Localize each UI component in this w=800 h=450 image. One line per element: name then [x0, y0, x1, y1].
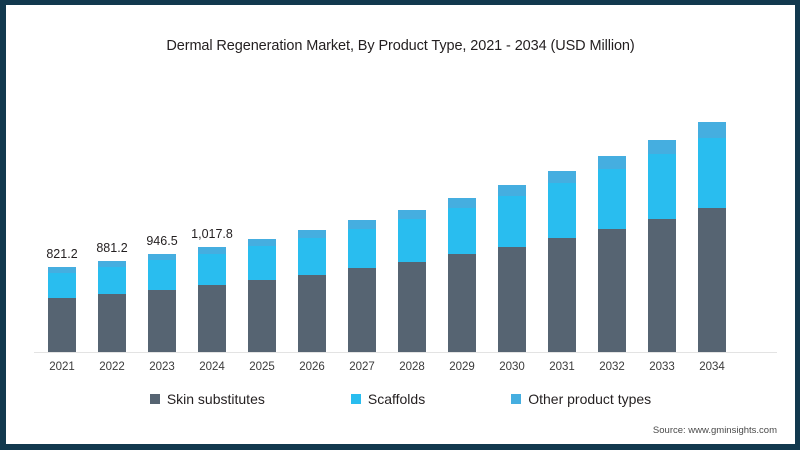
x-tick-2026: 2026 [299, 361, 325, 373]
bar-segment-scaffolds[interactable] [348, 228, 376, 269]
bar-segment-other-product-types[interactable] [98, 261, 126, 268]
legend-item-other-product-types[interactable]: Other product types [511, 391, 651, 407]
bar-segment-skin-substitutes[interactable] [598, 228, 626, 352]
x-tick-2028: 2028 [399, 361, 425, 373]
x-tick-2023: 2023 [149, 361, 175, 373]
bar-segment-scaffolds[interactable] [598, 169, 626, 229]
bar-segment-other-product-types[interactable] [298, 230, 326, 238]
bar-segment-scaffolds[interactable] [298, 237, 326, 275]
legend-label: Skin substitutes [166, 391, 265, 407]
x-tick-2033: 2033 [649, 361, 675, 373]
x-tick-2032: 2032 [599, 361, 625, 373]
legend-swatch-icon [149, 394, 160, 404]
bar-segment-other-product-types[interactable] [448, 197, 476, 208]
bar-value-label: 881.2 [96, 241, 128, 255]
legend-label: Other product types [528, 391, 652, 407]
chart-canvas: Dermal Regeneration Market, By Product T… [6, 5, 795, 444]
bar-segment-other-product-types[interactable] [348, 220, 376, 229]
legend-item-skin-substitutes[interactable]: Skin substitutes [149, 391, 265, 407]
bar-segment-scaffolds[interactable] [98, 267, 126, 295]
bar-segment-other-product-types[interactable] [398, 209, 426, 219]
bar-segment-scaffolds[interactable] [398, 218, 426, 262]
x-tick-2025: 2025 [249, 361, 275, 373]
legend-swatch-icon [511, 394, 522, 404]
bar-segment-other-product-types[interactable] [598, 156, 626, 170]
x-tick-2034: 2034 [699, 361, 725, 373]
bar-segment-scaffolds[interactable] [648, 154, 676, 219]
bar-segment-skin-substitutes[interactable] [498, 246, 526, 352]
x-tick-2030: 2030 [499, 361, 525, 373]
bar-segment-other-product-types[interactable] [648, 139, 676, 155]
bar-segment-skin-substitutes[interactable] [248, 280, 276, 352]
bar-segment-scaffolds[interactable] [498, 196, 526, 247]
bar-segment-other-product-types[interactable] [148, 254, 176, 261]
legend-label: Scaffolds [367, 391, 426, 407]
bar-segment-other-product-types[interactable] [198, 246, 226, 254]
bar-segment-skin-substitutes[interactable] [48, 298, 76, 352]
chart-title: Dermal Regeneration Market, By Product T… [166, 38, 635, 54]
legend-item-scaffolds[interactable]: Scaffolds [350, 391, 426, 407]
bar-stack[interactable] [548, 171, 576, 352]
bar-stack[interactable] [298, 230, 326, 352]
x-axis-line [34, 352, 777, 353]
bar-value-label: 821.2 [46, 247, 78, 262]
bar-segment-other-product-types[interactable] [48, 267, 76, 273]
legend-swatch-icon [350, 394, 361, 404]
bar-stack[interactable]: 821.2 [46, 247, 78, 352]
bar-segment-skin-substitutes[interactable] [348, 268, 376, 352]
bar-segment-scaffolds[interactable] [248, 246, 276, 281]
bar-segment-other-product-types[interactable] [698, 122, 726, 138]
x-tick-2022: 2022 [99, 361, 125, 373]
bar-segment-scaffolds[interactable] [698, 137, 726, 208]
bar-segment-skin-substitutes[interactable] [398, 261, 426, 352]
bar-value-label: 946.5 [146, 234, 178, 249]
bar-segment-other-product-types[interactable] [548, 171, 576, 184]
source-attribution: Source: www.gminsights.com [652, 425, 777, 436]
bar-stack[interactable] [598, 156, 626, 352]
x-tick-2024: 2024 [199, 361, 225, 373]
x-tick-2027: 2027 [349, 361, 375, 373]
bar-segment-scaffolds[interactable] [148, 260, 176, 291]
bar-value-label: 1,017.8 [191, 226, 233, 241]
bar-stack[interactable] [648, 139, 676, 352]
plot-area: 821.2 881.2 946.5 1,017.8 2021 2022 2023 2024 2… [6, 5, 795, 444]
bar-segment-other-product-types[interactable] [248, 238, 276, 247]
bar-segment-skin-substitutes[interactable] [698, 207, 726, 352]
bar-segment-scaffolds[interactable] [548, 183, 576, 238]
bar-segment-skin-substitutes[interactable] [298, 274, 326, 352]
bar-segment-skin-substitutes[interactable] [198, 285, 226, 352]
x-tick-2029: 2029 [449, 361, 475, 373]
bar-stack[interactable] [698, 122, 726, 352]
x-tick-2021: 2021 [49, 361, 75, 373]
bar-stack[interactable] [398, 209, 426, 352]
bar-segment-skin-substitutes[interactable] [148, 290, 176, 352]
bar-segment-scaffolds[interactable] [198, 253, 226, 286]
bar-segment-scaffolds[interactable] [448, 207, 476, 255]
bar-stack[interactable] [248, 238, 276, 352]
bar-stack[interactable]: 881.2 [96, 241, 128, 352]
bar-segment-skin-substitutes[interactable] [548, 237, 576, 352]
bar-segment-skin-substitutes[interactable] [648, 218, 676, 352]
bar-stack[interactable] [448, 197, 476, 352]
x-tick-2031: 2031 [549, 361, 575, 373]
bar-segment-other-product-types[interactable] [498, 185, 526, 197]
bar-stack[interactable] [498, 185, 526, 352]
chart-legend: Skin substitutes Scaffolds Other product t… [6, 391, 795, 407]
bar-stack[interactable]: 1,017.8 [191, 227, 233, 352]
bar-segment-skin-substitutes[interactable] [448, 254, 476, 352]
bar-stack[interactable]: 946.5 [146, 234, 178, 352]
bar-stack[interactable] [348, 220, 376, 352]
bar-segment-skin-substitutes[interactable] [98, 294, 126, 352]
bar-segment-scaffolds[interactable] [48, 273, 76, 299]
